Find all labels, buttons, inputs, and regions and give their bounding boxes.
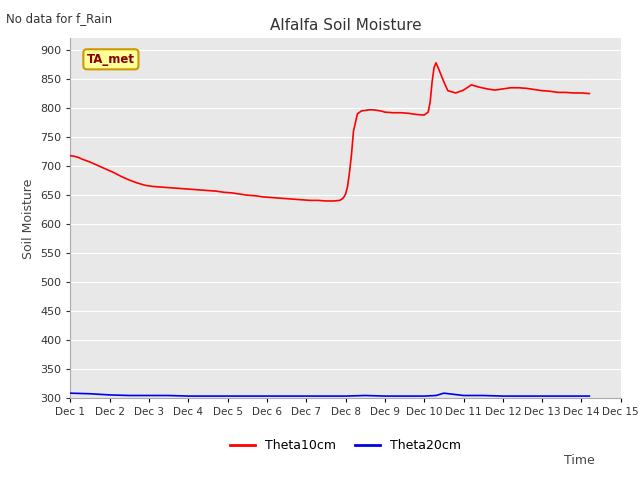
Title: Alfalfa Soil Moisture: Alfalfa Soil Moisture (270, 18, 421, 33)
Text: No data for f_Rain: No data for f_Rain (6, 12, 113, 25)
Text: Time: Time (564, 454, 595, 467)
Y-axis label: Soil Moisture: Soil Moisture (22, 178, 35, 259)
Legend: Theta10cm, Theta20cm: Theta10cm, Theta20cm (225, 434, 466, 457)
Text: TA_met: TA_met (87, 53, 135, 66)
